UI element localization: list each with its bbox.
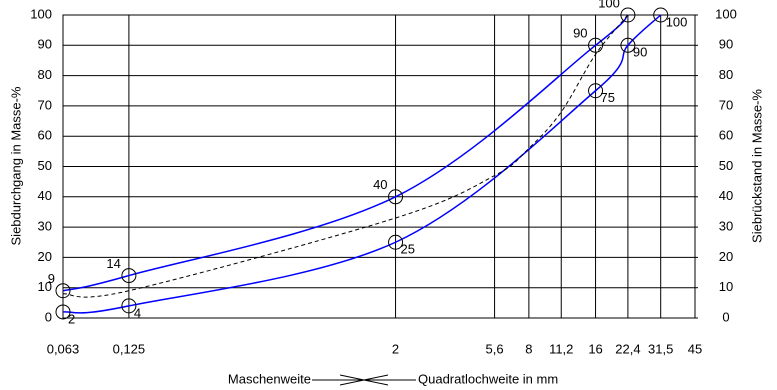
curve [62, 14, 662, 314]
y-axis-label: Siebdurchgang in Masse-% [8, 86, 23, 245]
y-tick-label: 60 [38, 128, 52, 143]
y2-tick-label: 20 [719, 249, 733, 264]
data-label: 100 [598, 0, 620, 10]
x-tick-label: 0,063 [47, 341, 80, 356]
y2-tick-label: 60 [719, 128, 733, 143]
curve [62, 14, 629, 298]
data-label: 90 [573, 26, 587, 41]
data-label: 2 [68, 311, 75, 326]
data-label: 90 [633, 45, 647, 60]
y2-tick-label: 40 [719, 188, 733, 203]
data-label: 40 [373, 177, 387, 192]
point-marker [588, 83, 604, 99]
y2-tick-label: 80 [719, 67, 733, 82]
point-marker [55, 283, 71, 299]
x-tick-label: 16 [588, 341, 602, 356]
data-label: 25 [401, 242, 415, 257]
x-tick-label: 11,2 [549, 341, 573, 356]
y2-tick-label: 0 [722, 309, 729, 324]
y2-tick-label: 50 [719, 158, 733, 173]
y2-tick-label: 100 [715, 6, 737, 21]
x-tick-label: 31,5 [648, 341, 673, 356]
data-label: 9 [48, 271, 55, 286]
y-tick-label: 80 [38, 67, 52, 82]
x-tick-label: 2 [392, 341, 399, 356]
y2-tick-label: 90 [719, 37, 733, 52]
y2-tick-label: 70 [719, 97, 733, 112]
y-tick-label: 0 [45, 309, 52, 324]
y-tick-label: 90 [38, 37, 52, 52]
x-tick-label: 22,4 [615, 341, 640, 356]
point-marker [620, 37, 636, 53]
point-marker [653, 7, 669, 23]
data-label: 14 [106, 256, 120, 271]
point-marker [388, 189, 404, 205]
y-tick-label: 50 [38, 158, 52, 173]
y-tick-label: 100 [30, 6, 52, 21]
point-marker [121, 268, 137, 284]
data-label: 100 [666, 14, 688, 29]
point-marker [588, 37, 604, 53]
y-tick-label: 30 [38, 219, 52, 234]
point-marker [121, 298, 137, 314]
y-tick-label: 40 [38, 188, 52, 203]
arrow-symbol [312, 374, 416, 386]
y-tick-label: 70 [38, 97, 52, 112]
point-marker [388, 234, 404, 250]
x-tick-label: 45 [688, 341, 702, 356]
curve [62, 14, 629, 292]
data-label: 4 [134, 305, 141, 320]
y-tick-label: 20 [38, 249, 52, 264]
x-tick-label: 0,125 [113, 341, 146, 356]
x-axis-label: Quadratlochweite in mm [418, 371, 558, 386]
data-label: 75 [601, 90, 615, 105]
x-tick-label: 8 [525, 341, 532, 356]
x-tick-label: 5,6 [486, 341, 504, 356]
y-tick-label: 10 [38, 279, 52, 294]
y2-axis-label: Siebrückstand in Masse-% [749, 89, 764, 243]
point-marker [620, 7, 636, 23]
y2-tick-label: 10 [719, 279, 733, 294]
point-marker [55, 304, 71, 320]
x-axis-label: Maschenweite [228, 371, 311, 386]
y2-tick-label: 30 [719, 219, 733, 234]
